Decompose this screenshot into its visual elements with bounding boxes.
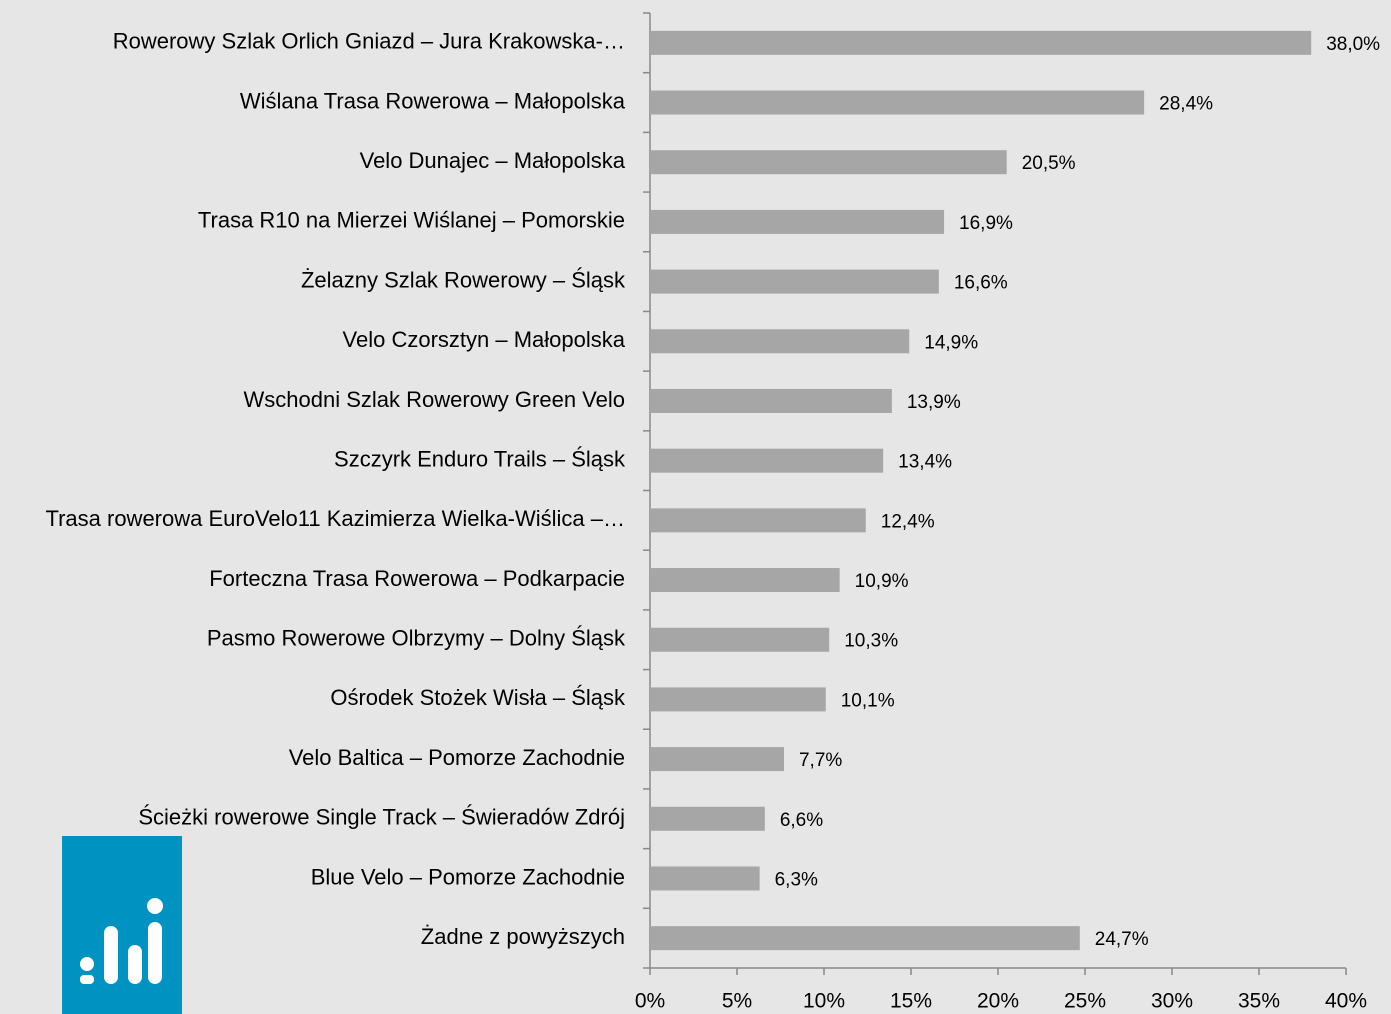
- y-tick-label: Ścieżki rowerowe Single Track – Świeradó…: [138, 805, 625, 830]
- logo-bar: [104, 926, 118, 984]
- value-label: 6,6%: [780, 810, 823, 831]
- bar: [650, 209, 945, 234]
- x-tick-label: 15%: [890, 990, 932, 1013]
- x-tick-label: 25%: [1064, 990, 1106, 1013]
- y-tick-label: Velo Baltica – Pomorze Zachodnie: [289, 745, 625, 770]
- bar: [650, 926, 1080, 951]
- y-tick-label: Żelazny Szlak Rowerowy – Śląsk: [301, 267, 626, 292]
- y-tick-label: Wschodni Szlak Rowerowy Green Velo: [244, 387, 626, 412]
- bar: [650, 747, 784, 772]
- bar: [650, 269, 939, 294]
- x-tick-label: 40%: [1325, 990, 1367, 1013]
- bar: [650, 30, 1312, 55]
- logo-dot: [80, 957, 94, 971]
- value-label: 14,9%: [924, 332, 978, 353]
- y-tick-label: Velo Dunajec – Małopolska: [360, 148, 626, 173]
- y-tick-label: Szczyrk Enduro Trails – Śląsk: [334, 446, 626, 471]
- value-label: 24,7%: [1095, 929, 1149, 950]
- logo-bar: [148, 922, 162, 984]
- value-label: 16,6%: [954, 273, 1008, 294]
- value-label: 10,1%: [841, 690, 895, 711]
- x-tick-label: 0%: [635, 990, 665, 1013]
- value-label: 13,9%: [907, 392, 961, 413]
- logo-bar: [80, 975, 94, 984]
- y-tick-label: Trasa rowerowa EuroVelo11 Kazimierza Wie…: [45, 506, 625, 531]
- bar: [650, 568, 840, 593]
- value-label: 38,0%: [1326, 34, 1380, 55]
- y-tick-label: Żadne z powyższych: [421, 924, 625, 949]
- value-label: 12,4%: [881, 511, 935, 532]
- y-tick-label: Blue Velo – Pomorze Zachodnie: [311, 864, 625, 889]
- value-label: 6,3%: [775, 869, 818, 890]
- y-tick-label: Ośrodek Stożek Wisła – Śląsk: [330, 685, 626, 710]
- logo-dot: [147, 898, 163, 914]
- x-tick-label: 20%: [977, 990, 1019, 1013]
- bar: [650, 627, 830, 652]
- bar: [650, 508, 866, 533]
- y-tick-label: Wiślana Trasa Rowerowa – Małopolska: [240, 88, 626, 113]
- x-tick-label: 35%: [1238, 990, 1280, 1013]
- logo-bar: [128, 945, 142, 984]
- bar: [650, 150, 1007, 175]
- value-label: 16,9%: [959, 213, 1013, 234]
- bar: [650, 806, 765, 831]
- y-tick-label: Rowerowy Szlak Orlich Gniazd – Jura Krak…: [113, 29, 625, 54]
- value-label: 28,4%: [1159, 94, 1213, 115]
- value-label: 10,9%: [855, 571, 909, 592]
- bar: [650, 687, 826, 712]
- value-label: 20,5%: [1022, 153, 1076, 174]
- value-label: 13,4%: [898, 452, 952, 473]
- bar: [650, 388, 892, 413]
- bar: [650, 90, 1145, 115]
- y-tick-label: Forteczna Trasa Rowerowa – Podkarpacie: [209, 566, 625, 591]
- bar: [650, 329, 910, 354]
- x-tick-label: 10%: [803, 990, 845, 1013]
- bar: [650, 448, 884, 473]
- y-tick-label: Pasmo Rowerowe Olbrzymy – Dolny Śląsk: [207, 626, 626, 651]
- value-label: 7,7%: [799, 750, 842, 771]
- y-tick-label: Trasa R10 na Mierzei Wiślanej – Pomorski…: [198, 208, 625, 233]
- x-tick-label: 30%: [1151, 990, 1193, 1013]
- x-tick-label: 5%: [722, 990, 752, 1013]
- y-tick-label: Velo Czorsztyn – Małopolska: [343, 327, 626, 352]
- bar: [650, 866, 760, 891]
- logo: [62, 836, 182, 1014]
- value-label: 10,3%: [844, 631, 898, 652]
- logo-box: [62, 836, 182, 1014]
